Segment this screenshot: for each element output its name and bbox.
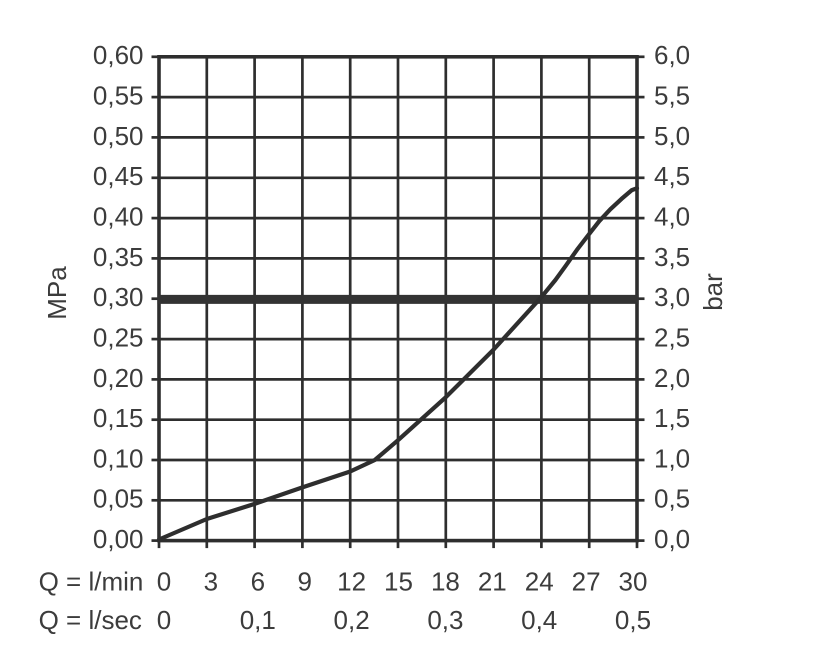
svg-text:0: 0 bbox=[157, 605, 171, 635]
svg-text:0,05: 0,05 bbox=[93, 484, 144, 514]
svg-text:4,0: 4,0 bbox=[654, 202, 690, 232]
svg-text:0,4: 0,4 bbox=[521, 605, 557, 635]
svg-text:2,5: 2,5 bbox=[654, 323, 690, 353]
svg-text:6,0: 6,0 bbox=[654, 40, 690, 70]
svg-text:3: 3 bbox=[204, 567, 218, 597]
svg-text:0,20: 0,20 bbox=[93, 363, 144, 393]
svg-text:27: 27 bbox=[572, 567, 601, 597]
svg-text:Q = l/min: Q = l/min bbox=[39, 567, 144, 597]
svg-text:0,45: 0,45 bbox=[93, 161, 144, 191]
svg-text:0,50: 0,50 bbox=[93, 121, 144, 151]
svg-text:0,30: 0,30 bbox=[93, 282, 144, 312]
svg-text:0,40: 0,40 bbox=[93, 202, 144, 232]
svg-text:4,5: 4,5 bbox=[654, 161, 690, 191]
svg-text:5,5: 5,5 bbox=[654, 81, 690, 111]
svg-text:3,0: 3,0 bbox=[654, 282, 690, 312]
svg-text:0,3: 0,3 bbox=[427, 605, 463, 635]
svg-text:21: 21 bbox=[478, 567, 507, 597]
svg-text:6: 6 bbox=[251, 567, 265, 597]
svg-text:0,1: 0,1 bbox=[240, 605, 276, 635]
svg-text:0,60: 0,60 bbox=[93, 40, 144, 70]
svg-text:0,5: 0,5 bbox=[615, 605, 651, 635]
svg-text:0,35: 0,35 bbox=[93, 242, 144, 272]
svg-text:9: 9 bbox=[297, 567, 311, 597]
svg-text:0,10: 0,10 bbox=[93, 443, 144, 473]
svg-text:bar: bar bbox=[698, 273, 728, 311]
svg-text:30: 30 bbox=[619, 567, 648, 597]
svg-text:0,0: 0,0 bbox=[654, 524, 690, 554]
svg-text:0,55: 0,55 bbox=[93, 81, 144, 111]
svg-text:18: 18 bbox=[431, 567, 460, 597]
svg-text:0,2: 0,2 bbox=[334, 605, 370, 635]
svg-text:24: 24 bbox=[525, 567, 554, 597]
svg-text:2,0: 2,0 bbox=[654, 363, 690, 393]
svg-text:12: 12 bbox=[337, 567, 366, 597]
svg-text:3,5: 3,5 bbox=[654, 242, 690, 272]
svg-text:1,0: 1,0 bbox=[654, 443, 690, 473]
svg-text:0,25: 0,25 bbox=[93, 323, 144, 353]
svg-text:5,0: 5,0 bbox=[654, 121, 690, 151]
svg-text:MPa: MPa bbox=[42, 266, 72, 320]
svg-text:0,00: 0,00 bbox=[93, 524, 144, 554]
svg-text:0: 0 bbox=[157, 567, 171, 597]
svg-text:Q = l/sec: Q = l/sec bbox=[39, 605, 142, 635]
svg-text:1,5: 1,5 bbox=[654, 403, 690, 433]
svg-text:0,5: 0,5 bbox=[654, 484, 690, 514]
svg-text:0,15: 0,15 bbox=[93, 403, 144, 433]
svg-text:15: 15 bbox=[384, 567, 413, 597]
